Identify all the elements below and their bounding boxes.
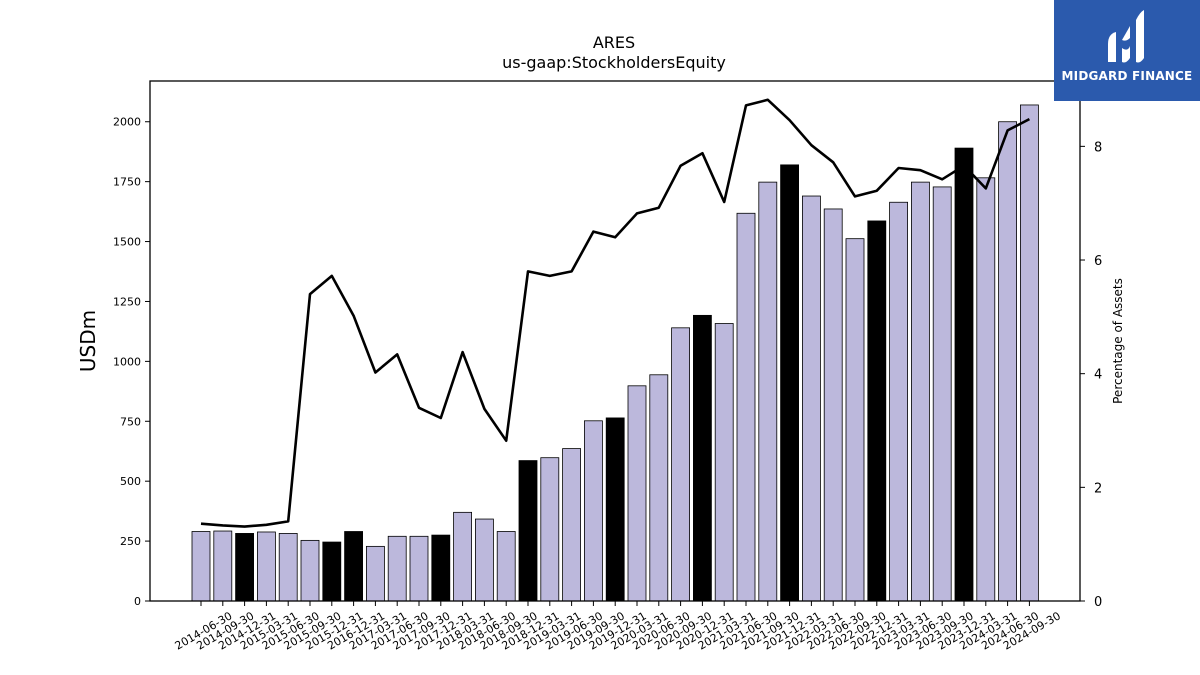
midgard-logo-icon	[1108, 10, 1144, 63]
bar	[474, 518, 494, 602]
bar	[409, 535, 429, 602]
bar	[322, 541, 342, 602]
bar	[736, 212, 756, 602]
bar	[1020, 104, 1039, 602]
bar	[954, 147, 974, 602]
bar	[823, 208, 843, 602]
y-tick-label: 1500	[113, 236, 141, 249]
percentage-line	[200, 98, 1030, 528]
bar	[213, 530, 233, 602]
bar	[605, 417, 625, 602]
y2-tick-label: 8	[1094, 140, 1102, 155]
bar	[540, 457, 560, 602]
bar	[976, 177, 996, 602]
y-tick-label: 500	[120, 475, 141, 488]
y-tick-label: 1000	[113, 355, 141, 368]
bar	[431, 534, 451, 602]
y-tick-label: 250	[120, 535, 141, 548]
bar	[235, 533, 255, 602]
bar	[671, 327, 690, 602]
bar	[889, 201, 908, 602]
y2-tick-label: 0	[1094, 595, 1102, 610]
y-tick-label: 1250	[113, 295, 141, 308]
bar	[387, 535, 407, 602]
y2-tick-label: 2	[1094, 481, 1102, 496]
bar	[344, 531, 364, 602]
bar	[911, 181, 930, 602]
y-tick-label: 2000	[113, 116, 141, 129]
bar	[714, 323, 734, 602]
bar	[191, 531, 211, 602]
axes: 025050075010001250150017502000024682014-…	[113, 80, 1102, 653]
bar	[780, 164, 799, 602]
bar	[518, 460, 538, 602]
bar	[496, 531, 516, 602]
y-tick-label: 750	[120, 415, 141, 428]
bar	[802, 195, 821, 602]
bar	[562, 448, 581, 602]
bar	[932, 186, 952, 602]
y2-tick-label: 6	[1094, 254, 1102, 269]
bar	[758, 181, 778, 602]
bar	[627, 385, 647, 602]
y2-tick-label: 4	[1094, 368, 1102, 383]
bar	[584, 420, 603, 602]
bar	[649, 374, 669, 602]
bar-layer	[191, 104, 1039, 602]
chart-title: ARES	[593, 33, 635, 52]
line-layer	[200, 98, 1030, 528]
chart-subtitle: us-gaap:StockholdersEquity	[502, 53, 726, 72]
bar	[845, 238, 865, 602]
bar	[365, 545, 385, 602]
bar	[256, 531, 276, 602]
bar	[867, 220, 887, 602]
y-tick-label: 1750	[113, 176, 141, 189]
bar	[453, 511, 473, 602]
bar	[998, 121, 1017, 602]
y-tick-label: 0	[134, 595, 141, 608]
brand-name: MIDGARD FINANCE	[1061, 69, 1193, 83]
y-axis-label: USDm	[76, 310, 100, 372]
bar	[278, 533, 298, 602]
bar	[693, 314, 712, 602]
y2-axis-label: Percentage of Assets	[1111, 278, 1125, 404]
brand-logo: MIDGARD FINANCE	[1054, 0, 1200, 101]
bar	[300, 539, 320, 602]
